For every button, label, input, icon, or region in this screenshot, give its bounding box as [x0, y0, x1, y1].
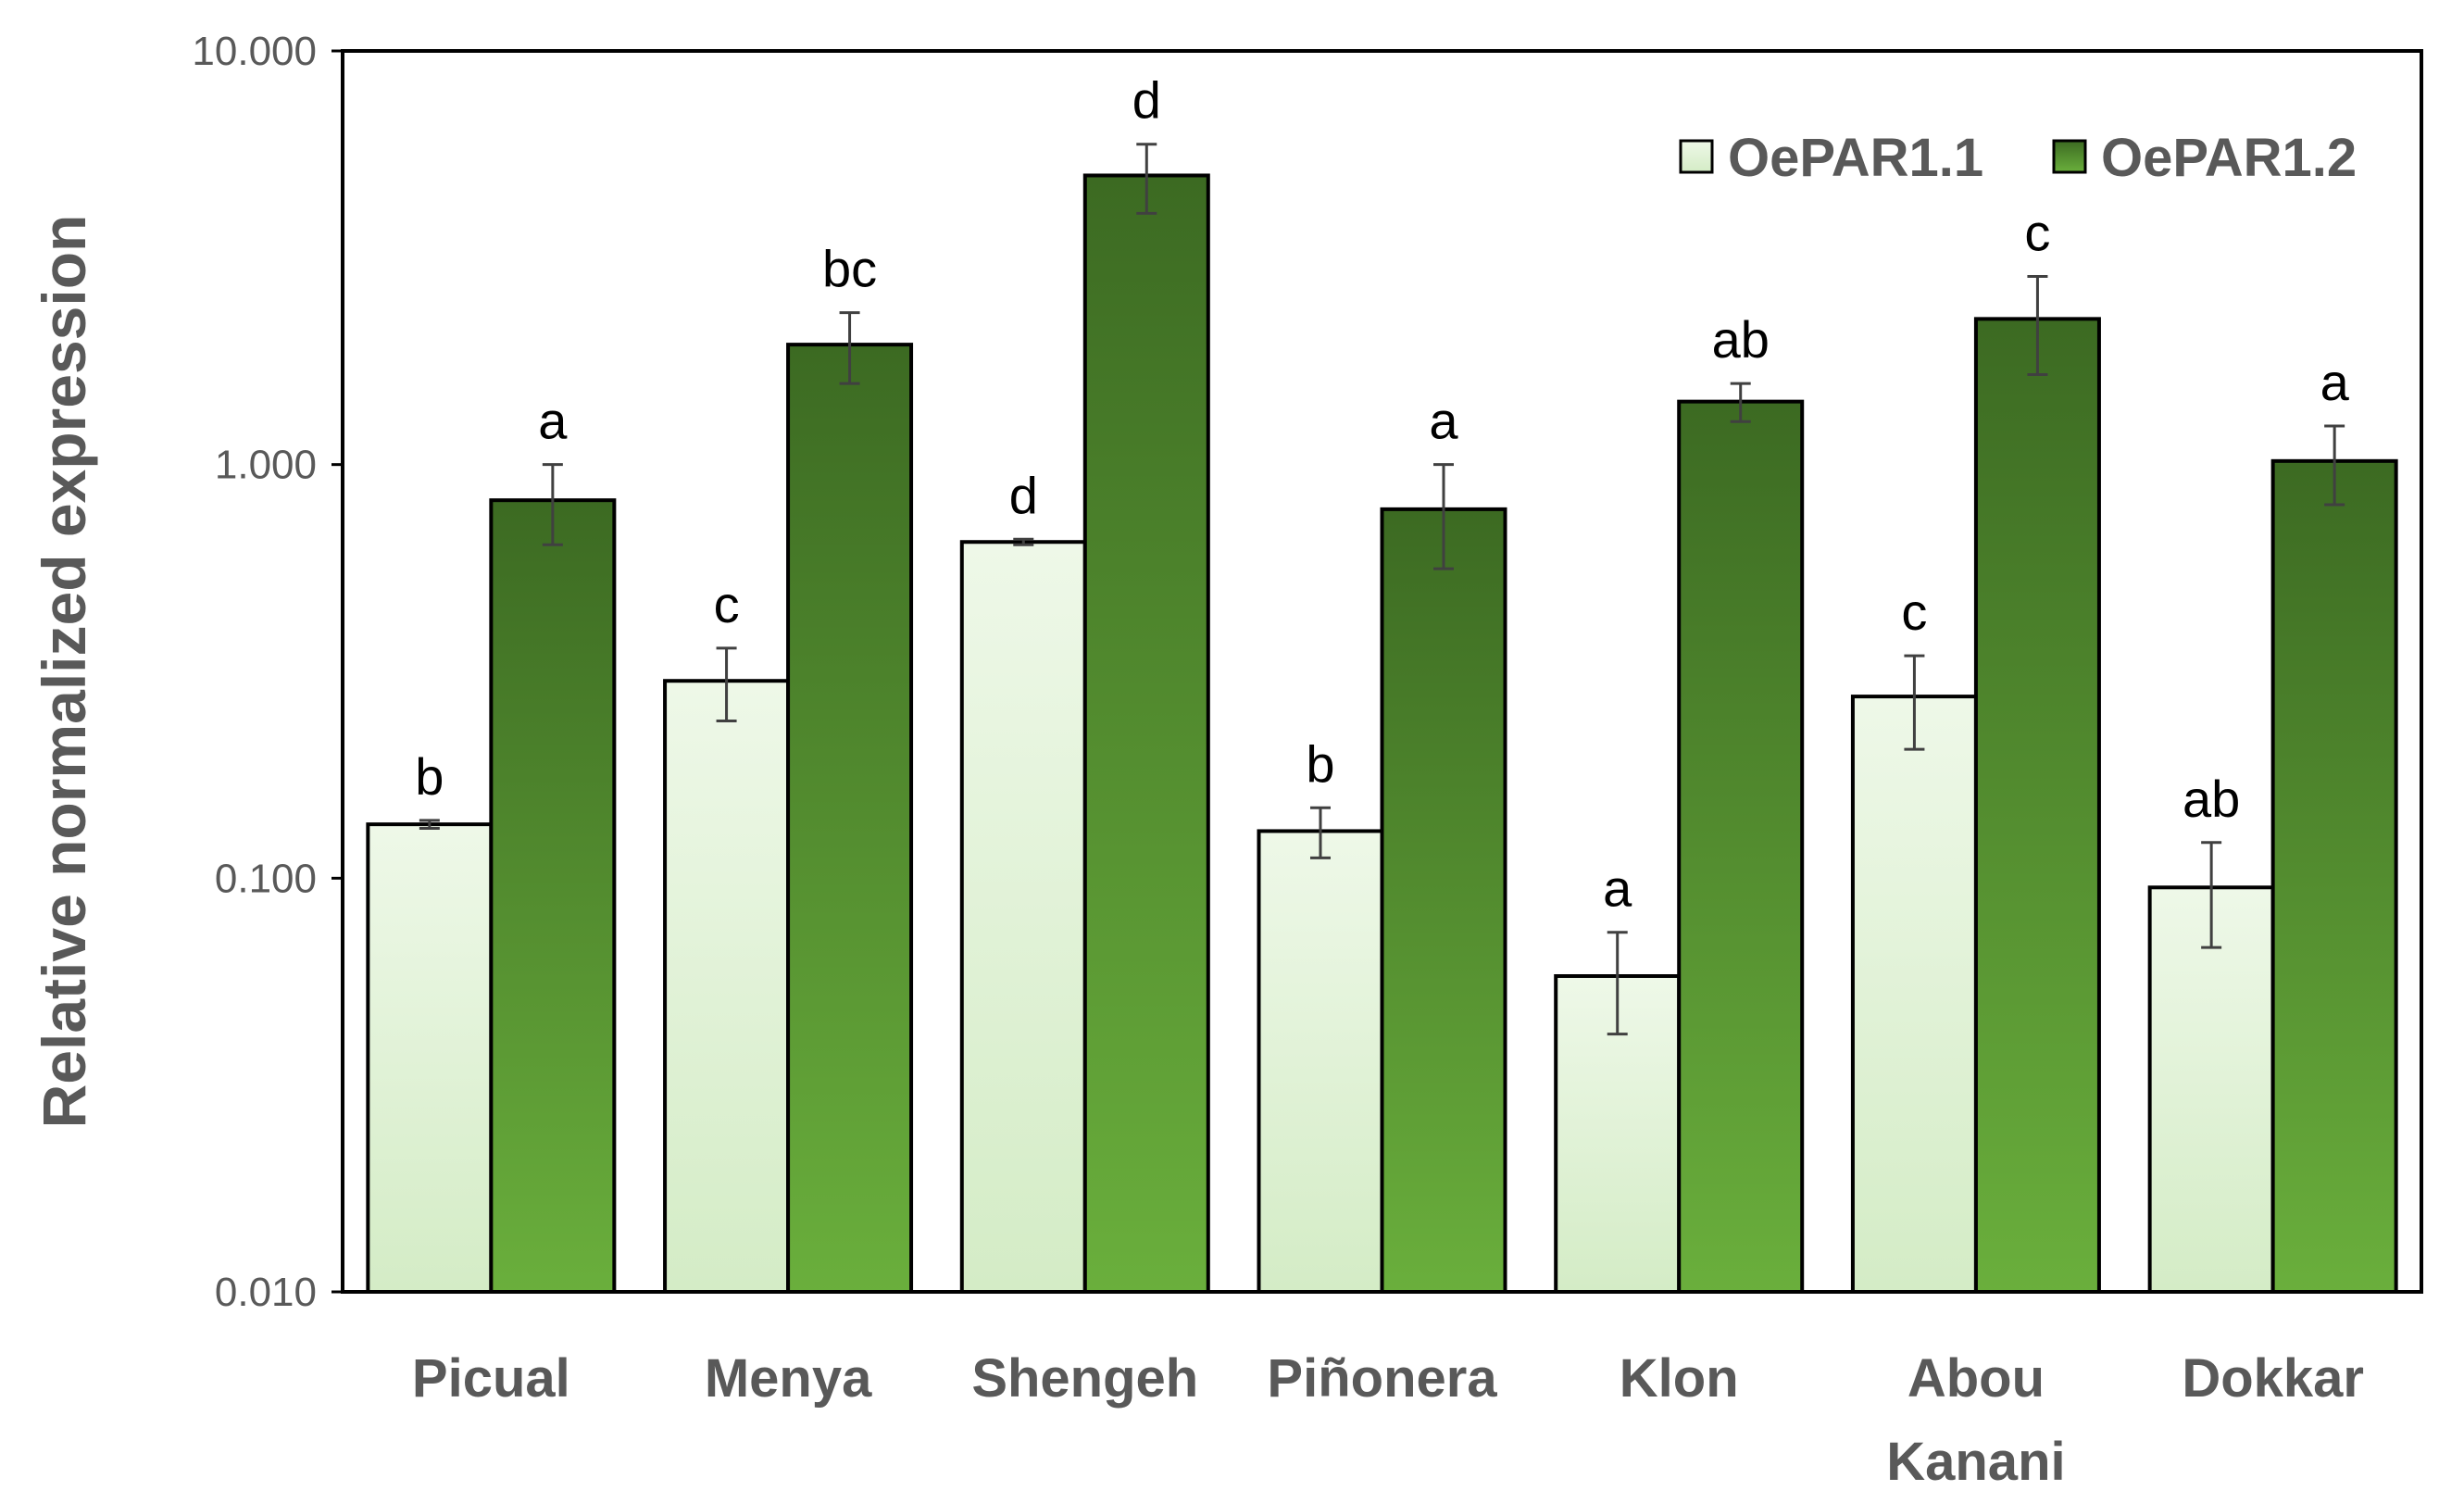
legend-label-oepar1-2: OePAR1.2	[2101, 128, 2357, 188]
bar-oepar1-1	[663, 679, 791, 1294]
significance-label: c	[2024, 204, 2050, 262]
legend-swatch-oepar1-2	[2052, 139, 2087, 174]
significance-label: c	[714, 575, 740, 633]
bar-oepar1-2	[1973, 317, 2101, 1294]
significance-label: a	[538, 392, 568, 450]
significance-label: b	[415, 747, 444, 806]
significance-label: ab	[1712, 310, 1770, 369]
x-axis-categories: Picual Menya Shengeh Piñonera Klon Abou Kanani…	[412, 1348, 2364, 1492]
significance-label: a	[1429, 392, 1458, 450]
bar-oepar1-1	[366, 822, 494, 1294]
category-label: Shengeh	[971, 1348, 1198, 1409]
significance-label: a	[1603, 859, 1632, 918]
bar-oepar1-1	[959, 540, 1087, 1294]
y-tick-label: 1.000	[215, 443, 317, 488]
category-label: Klon	[1620, 1348, 1739, 1409]
category-label: Piñonera	[1267, 1348, 1497, 1409]
category-label: Dokkar	[2182, 1348, 2364, 1409]
category-label: Abou	[1907, 1348, 2045, 1409]
legend-label-oepar1-1: OePAR1.1	[1728, 128, 1983, 188]
significance-label: d	[1132, 71, 1161, 130]
y-tick-label: 10.000	[192, 29, 317, 74]
bar-oepar1-1	[1257, 829, 1384, 1295]
significance-label: a	[2320, 353, 2350, 411]
significance-label: ab	[2183, 770, 2240, 828]
significance-label: b	[1306, 734, 1334, 793]
bar-oepar1-2	[786, 343, 914, 1294]
bar-oepar1-1	[1850, 695, 1978, 1294]
category-label: Picual	[412, 1348, 570, 1409]
significance-label: c	[1901, 582, 1927, 641]
bars-layer: b a c bc d d b a a ab c c ab a	[366, 71, 2398, 1295]
bar-oepar1-2	[1677, 399, 1805, 1294]
bar-oepar1-2	[1082, 173, 1210, 1294]
y-axis-label: Relative normalized expression	[30, 215, 98, 1129]
y-tick-label: 0.100	[215, 856, 317, 901]
legend: OePAR1.1 OePAR1.2	[1679, 128, 2357, 188]
category-label: Menya	[705, 1348, 872, 1409]
significance-label: d	[1009, 466, 1038, 524]
bar-oepar1-2	[489, 498, 617, 1294]
bar-oepar1-2	[2270, 458, 2398, 1294]
y-axis-ticks: 0.010 0.100 1.000 10.000	[192, 29, 343, 1315]
legend-swatch-oepar1-1	[1679, 139, 1714, 174]
bar-oepar1-1	[2147, 885, 2275, 1294]
significance-label: bc	[822, 240, 877, 298]
y-tick-label: 0.010	[215, 1270, 317, 1315]
category-label: Kanani	[1886, 1432, 2065, 1492]
bar-oepar1-2	[1380, 507, 1507, 1294]
